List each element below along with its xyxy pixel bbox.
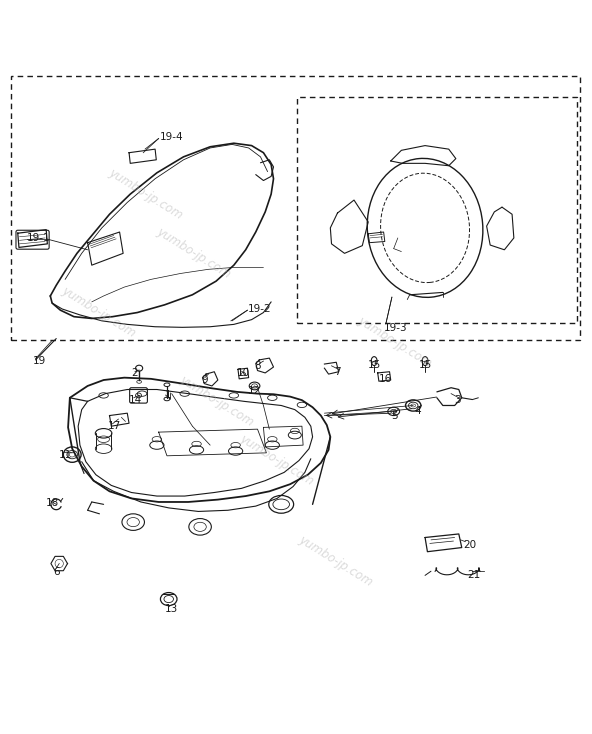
Text: 21: 21 [468,570,481,581]
Text: 8: 8 [255,361,261,371]
Text: 15: 15 [419,360,432,370]
Text: 16: 16 [379,374,392,384]
Text: 14: 14 [129,395,142,405]
Text: 7: 7 [334,367,341,377]
Text: 15: 15 [368,360,381,370]
Text: 6: 6 [53,567,60,578]
Text: 4: 4 [414,406,421,415]
Text: 12: 12 [247,385,260,396]
Text: yumbo-jp.com: yumbo-jp.com [154,225,233,281]
Text: yumbo-jp.com: yumbo-jp.com [296,533,375,589]
Text: 11: 11 [59,450,72,459]
Text: yumbo-jp.com: yumbo-jp.com [355,314,434,370]
Text: 3: 3 [455,395,461,404]
Text: 1: 1 [165,390,171,401]
Text: 19-4: 19-4 [160,132,184,142]
Text: 20: 20 [463,539,476,550]
Text: 2: 2 [131,368,138,378]
Ellipse shape [137,391,147,396]
Text: 13: 13 [165,603,178,614]
Text: 19-1: 19-1 [27,233,50,243]
Text: 5: 5 [391,410,397,421]
Text: 10: 10 [237,368,250,378]
Text: 19-2: 19-2 [247,304,271,314]
Ellipse shape [268,395,277,401]
Text: 9: 9 [201,375,208,385]
Ellipse shape [297,402,307,407]
Text: yumbo-jp.com: yumbo-jp.com [107,166,185,222]
Text: 17: 17 [108,421,121,431]
Text: 18: 18 [46,498,59,508]
Text: yumbo-jp.com: yumbo-jp.com [237,432,316,488]
Text: 19: 19 [33,356,46,366]
Ellipse shape [99,393,108,398]
Text: yumbo-jp.com: yumbo-jp.com [178,374,256,429]
Text: 19-3: 19-3 [384,323,407,333]
Ellipse shape [180,391,189,396]
Text: yumbo-jp.com: yumbo-jp.com [59,285,138,341]
Ellipse shape [229,393,239,398]
